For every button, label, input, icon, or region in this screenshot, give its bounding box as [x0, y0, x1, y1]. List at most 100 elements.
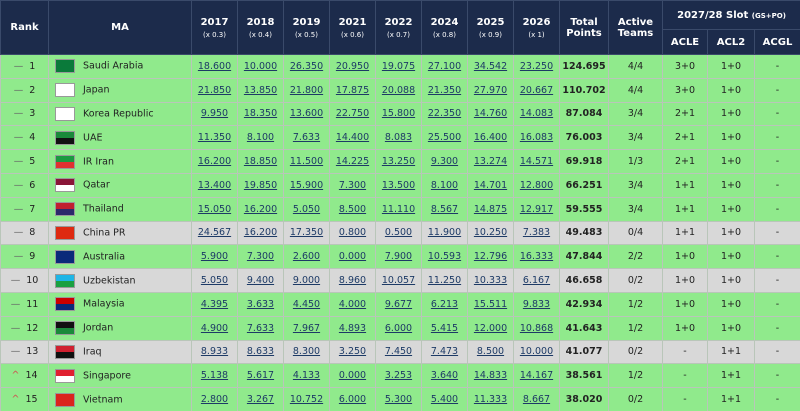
points-cell: 11.333: [467, 387, 514, 411]
slot-cell: 1+0: [707, 196, 755, 222]
points: 9.950: [200, 108, 229, 120]
points: 5.900: [200, 251, 229, 263]
points: 7.900: [384, 251, 413, 263]
active-cell: 4/4: [608, 54, 663, 79]
slot-cell: -: [753, 387, 800, 411]
points-cell: 8.300: [283, 339, 330, 365]
table-row: —8 China PR 24.567 16.200 17.350 0.800 0.500 11…: [0, 220, 800, 246]
points-cell: 5.900: [191, 244, 238, 270]
slot-cell: -: [753, 77, 800, 103]
slot-cell: -: [753, 149, 800, 174]
points: 14.760: [473, 108, 508, 120]
points: 0.500: [384, 227, 413, 239]
points: 5.300: [384, 394, 413, 406]
points: 13.274: [473, 156, 508, 168]
points-cell: 7.633: [283, 125, 330, 151]
points: 21.850: [197, 84, 232, 96]
points-cell: 16.333: [513, 244, 560, 270]
points: 6.000: [384, 322, 413, 334]
points-cell: 8.667: [513, 387, 560, 411]
table-row: —9 Australia 5.900 7.300 2.600 0.000 7.900 10.5…: [0, 244, 800, 270]
flag: [55, 225, 75, 240]
points-cell: 10.752: [283, 387, 330, 411]
table-row: —6 Qatar 13.400 19.850 15.900 7.300 13.500 8.10…: [0, 172, 800, 198]
points: 7.450: [384, 346, 413, 358]
points: 8.667: [522, 394, 551, 406]
points: 7.473: [430, 346, 459, 358]
points-cell: 5.050: [283, 196, 330, 222]
slot-cell: -: [753, 291, 800, 317]
points: 5.415: [430, 322, 459, 334]
flag: [55, 344, 75, 359]
trend: —: [10, 275, 21, 287]
rank: 11: [26, 298, 39, 310]
year: 2021: [338, 16, 367, 28]
points: 16.333: [519, 251, 554, 263]
points-cell: 5.400: [421, 387, 468, 411]
points-cell: 2.800: [191, 387, 238, 411]
points: 8.100: [430, 179, 459, 191]
country: Uzbekistan: [83, 275, 136, 287]
table-row: ^ 14 Singapore 5.138 5.617 4.133 0.000 3.253 3.6…: [0, 363, 800, 389]
points-cell: 15.900: [283, 172, 330, 198]
points: 16.200: [243, 203, 278, 215]
factor: (x 0.9): [479, 30, 502, 39]
ma-cell: Korea Republic: [48, 101, 192, 127]
factor: (x 0.3): [203, 30, 226, 39]
flag: [55, 249, 75, 264]
points: 8.933: [200, 346, 229, 358]
points-cell: 9.400: [237, 268, 284, 293]
flag: [55, 178, 75, 193]
trend: —: [13, 108, 24, 120]
points: 11.350: [197, 132, 232, 144]
points: 10.333: [473, 275, 508, 287]
points-cell: 14.875: [467, 196, 514, 222]
points-cell: 10.000: [513, 339, 560, 365]
points-cell: 5.617: [237, 363, 284, 389]
points: 9.000: [292, 275, 321, 287]
points: 20.950: [335, 60, 370, 72]
slot-cell: 3+0: [662, 77, 708, 103]
points-cell: 9.677: [375, 291, 422, 317]
year-header: 2026 (x 1): [513, 0, 560, 55]
points-cell: 21.850: [191, 77, 238, 103]
points-cell: 0.000: [329, 363, 376, 389]
points: 14.875: [473, 203, 508, 215]
table-row: —7 Thailand 15.050 16.200 5.050 8.500 11.110 8.…: [0, 196, 800, 222]
rank: 14: [25, 370, 38, 382]
ma-cell: Australia: [48, 244, 192, 270]
points: 14.225: [335, 156, 370, 168]
total-cell: 87.084: [559, 101, 609, 127]
rank: 13: [26, 346, 39, 358]
points: 8.500: [338, 203, 367, 215]
ma-cell: UAE: [48, 125, 192, 151]
points-cell: 22.750: [329, 101, 376, 127]
slot-title: 2027/28 Slot: [677, 9, 749, 21]
points-cell: 6.000: [375, 315, 422, 341]
slot-cell: -: [753, 220, 800, 246]
slot-cell: 1+0: [662, 315, 708, 341]
country: Vietnam: [83, 394, 123, 406]
points: 19.075: [381, 60, 416, 72]
points: 13.400: [197, 179, 232, 191]
header-row: ACLE ACL2 ACGL: [1, 29, 800, 55]
year-header: 2021 (x 0.6): [329, 0, 376, 55]
slot-cell: 1+0: [707, 54, 755, 79]
points-cell: 5.050: [191, 268, 238, 293]
year-header: 2019 (x 0.5): [283, 0, 330, 55]
active-header: Active Teams: [608, 0, 663, 55]
points: 10.057: [381, 275, 416, 287]
table-row: —4 UAE 11.350 8.100 7.633 14.400 8.083 25.500 16…: [0, 125, 800, 151]
points: 5.050: [292, 203, 321, 215]
flag: [55, 368, 75, 383]
slot-cell: 2+1: [662, 149, 708, 174]
active-cell: 1/2: [608, 363, 663, 389]
points: 15.800: [381, 108, 416, 120]
points-cell: 15.050: [191, 196, 238, 222]
slot-cell: 1+0: [707, 220, 755, 246]
rank-cell: —1: [0, 54, 49, 79]
points-cell: 0.500: [375, 220, 422, 246]
points-cell: 7.300: [329, 172, 376, 198]
points-cell: 20.950: [329, 54, 376, 79]
points: 0.800: [338, 227, 367, 239]
